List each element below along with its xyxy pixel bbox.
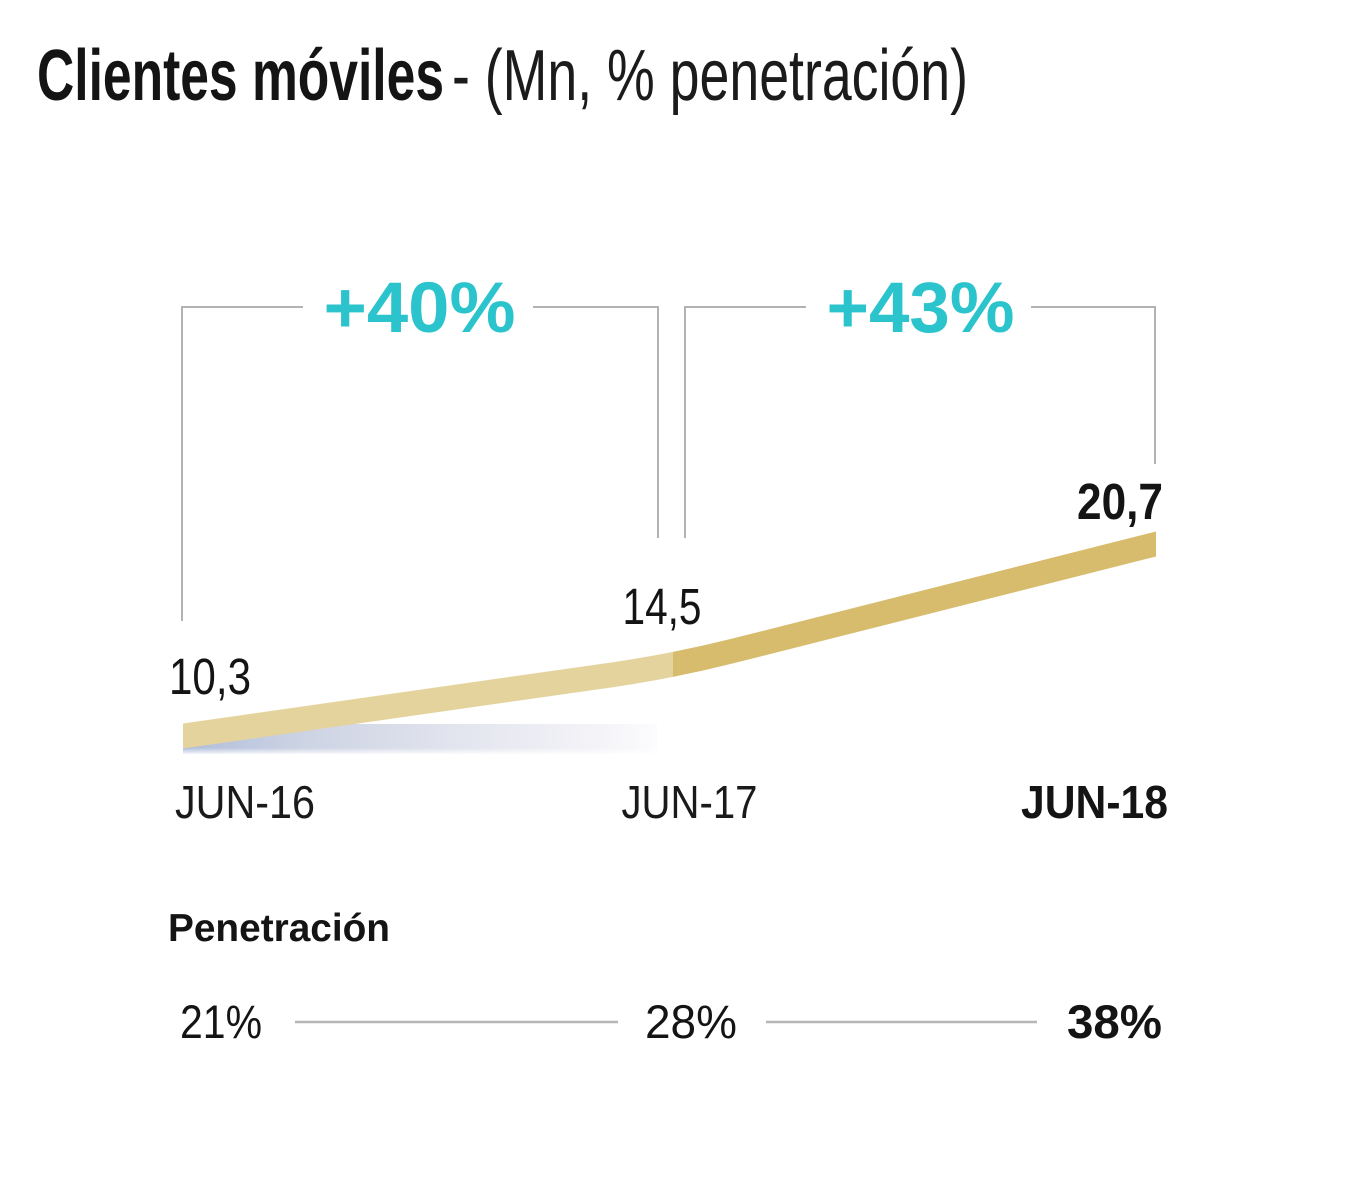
svg-text:+40%: +40% (324, 269, 516, 348)
svg-text:14,5: 14,5 (623, 578, 702, 635)
svg-text:- (Mn, % penetración): - (Mn, % penetración) (452, 36, 968, 116)
svg-text:Penetración: Penetración (168, 907, 390, 950)
svg-text:Clientes móviles: Clientes móviles (37, 36, 444, 116)
svg-text:JUN-17: JUN-17 (622, 776, 758, 828)
svg-text:10,3: 10,3 (169, 648, 251, 705)
svg-text:JUN-16: JUN-16 (175, 776, 315, 828)
svg-text:+43%: +43% (827, 269, 1015, 348)
svg-text:20,7: 20,7 (1077, 473, 1163, 530)
svg-text:JUN-18: JUN-18 (1021, 776, 1168, 828)
svg-text:28%: 28% (645, 995, 737, 1048)
svg-text:38%: 38% (1067, 995, 1162, 1048)
svg-text:21%: 21% (180, 995, 262, 1048)
